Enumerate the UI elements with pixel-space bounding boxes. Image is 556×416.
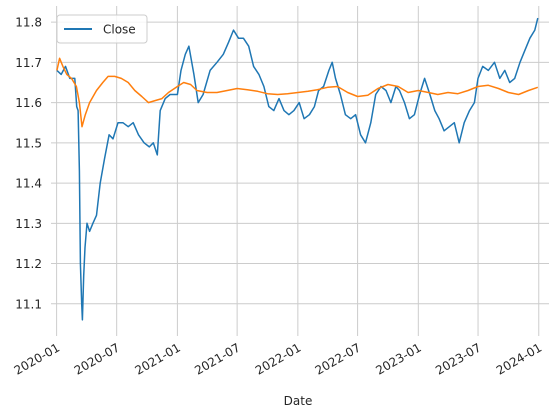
x-tick-label: 2022-07 xyxy=(313,340,363,377)
x-tick-label: 2020-01 xyxy=(12,340,62,377)
x-tick-label: 2023-01 xyxy=(373,340,423,377)
x-tick-label: 2021-07 xyxy=(192,340,242,377)
x-tick-label: 2024-01 xyxy=(494,340,544,377)
x-tick-label: 2021-01 xyxy=(132,340,182,377)
x-tick-label: 2020-07 xyxy=(72,340,122,377)
series-layer xyxy=(56,17,539,321)
y-tick-label: 11.8 xyxy=(15,16,42,30)
series-line-close xyxy=(56,17,539,321)
y-tick-label: 11.4 xyxy=(15,177,42,191)
legend-label-close: Close xyxy=(103,23,136,37)
y-axis-ticks: 11.1 11.2 11.3 11.4 11.5 11.6 11.7 11.8 xyxy=(15,16,42,312)
y-tick-label: 11.7 xyxy=(15,56,42,70)
plot-area xyxy=(51,6,549,336)
y-tick-label: 11.2 xyxy=(15,257,42,271)
x-axis-title: Date xyxy=(284,394,313,408)
y-tick-label: 11.6 xyxy=(15,96,42,110)
legend-box xyxy=(56,14,148,44)
series-line-2 xyxy=(56,57,539,128)
x-axis-ticks: 2020-01 2020-07 2021-01 2021-07 2022-01 2022-… xyxy=(12,340,545,377)
x-tick-label: 2022-01 xyxy=(253,340,303,377)
y-tick-label: 11.5 xyxy=(15,136,42,150)
legend: Close xyxy=(56,14,148,44)
y-tick-label: 11.1 xyxy=(15,297,42,311)
y-tick-label: 11.3 xyxy=(15,217,42,231)
grid xyxy=(51,6,549,336)
x-tick-label: 2023-07 xyxy=(433,340,483,377)
